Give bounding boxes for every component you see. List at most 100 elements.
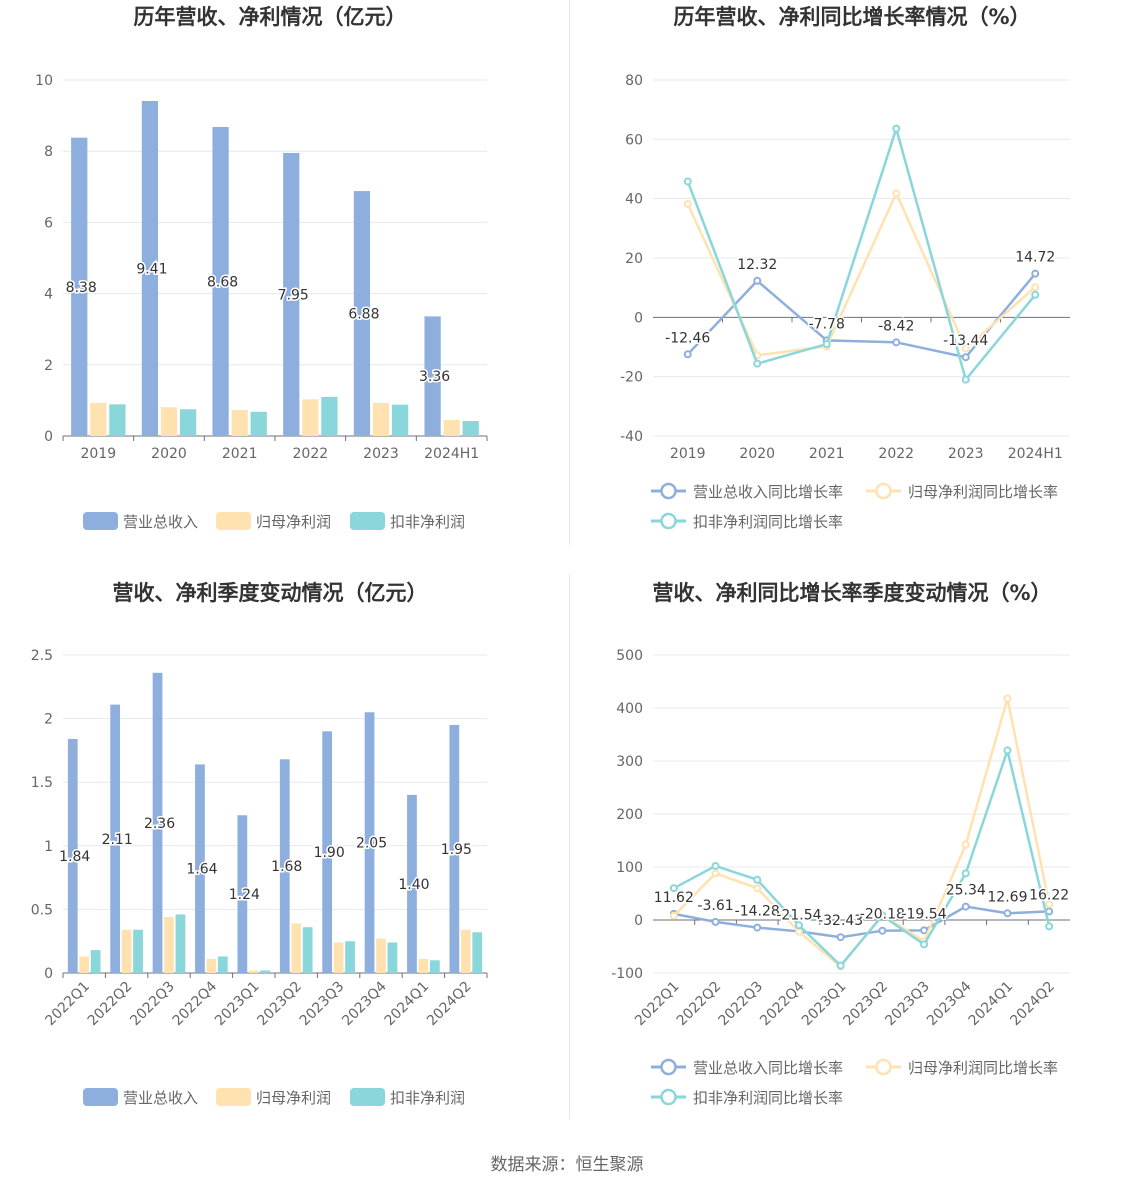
y-tick-label: 6 <box>44 215 53 231</box>
series-point <box>1031 290 1040 299</box>
series-line <box>673 745 1051 968</box>
series-point <box>961 353 970 362</box>
series-line <box>673 905 1050 939</box>
legend-marker <box>660 1088 677 1106</box>
series-point <box>822 340 831 349</box>
series-point <box>1003 694 1012 703</box>
legend-item: 营业总收入 <box>83 512 198 531</box>
series-point <box>753 923 762 932</box>
bar <box>460 929 471 973</box>
series-point <box>892 189 901 198</box>
data-label: -14.28 <box>735 904 780 920</box>
x-tick-label: 2022Q4 <box>170 978 221 1029</box>
series-point <box>961 869 970 878</box>
bar <box>376 938 386 973</box>
x-tick-label: 2019 <box>81 446 117 462</box>
legend-item: 归母净利润 <box>216 1088 331 1107</box>
annual-amount-panel: 历年营收、净利情况（亿元） 0 2 4 6 8 10 2019 2020 2021 2022 2023… <box>0 0 568 548</box>
bar <box>110 704 121 973</box>
series-point <box>711 861 720 870</box>
series-point <box>753 884 762 893</box>
x-tick-label: 2023Q4 <box>339 978 390 1029</box>
legend-marker <box>660 482 677 500</box>
data-label: -21.54 <box>776 907 821 923</box>
quarterly-growth-chart: 营收、净利同比增长率季度变动情况（%） -100 0 100 200 300 400 500 2… <box>611 581 1070 1107</box>
chart-title: 历年营收、净利同比增长率情况（%） <box>673 5 1030 29</box>
y-tick-label: 1.5 <box>31 775 53 791</box>
y-tick-label: 1 <box>44 839 53 855</box>
y-tick-label: 0 <box>634 913 643 929</box>
data-label: -3.61 <box>697 898 733 914</box>
bar <box>449 724 460 973</box>
bar <box>462 421 479 436</box>
bar <box>345 941 355 973</box>
data-label: -8.42 <box>878 318 914 334</box>
data-label: 12.32 <box>737 257 777 273</box>
bar <box>141 101 159 436</box>
chart-title: 营收、净利季度变动情况（亿元） <box>113 581 428 605</box>
bar <box>472 932 483 973</box>
data-label: 1.40 <box>398 877 429 893</box>
series-point <box>878 911 887 920</box>
x-tick-label: 2023Q3 <box>297 979 348 1030</box>
bar <box>206 959 217 973</box>
legend-marker <box>660 512 677 530</box>
x-tick-label: 2023 <box>948 446 984 462</box>
series-point <box>683 200 692 209</box>
bar <box>195 764 205 973</box>
series-point <box>961 840 970 849</box>
top-divider <box>569 0 570 545</box>
series-point <box>683 177 692 186</box>
x-tick-label: 2023Q4 <box>924 978 975 1029</box>
x-tick-label: 2022Q3 <box>127 979 178 1030</box>
bar <box>212 126 229 436</box>
legend-item: 营业总收入同比增长率 <box>651 1058 843 1077</box>
series-point <box>669 911 678 920</box>
y-tick-label: 60 <box>625 132 643 148</box>
series-point <box>794 921 803 930</box>
bar <box>291 923 302 973</box>
data-label: 8.68 <box>207 274 238 290</box>
y-tick-label: 0.5 <box>31 902 53 918</box>
series-point <box>920 940 929 949</box>
legend-item: 归母净利润 <box>216 512 331 531</box>
series-point <box>836 933 845 942</box>
bar <box>179 409 197 436</box>
y-tick-label: 0 <box>44 429 53 445</box>
x-tick-label: 2024Q2 <box>1007 979 1058 1030</box>
y-tick-label: 500 <box>616 648 643 664</box>
x-tick-label: 2022Q4 <box>757 978 808 1029</box>
bar <box>164 917 174 973</box>
series-point <box>753 276 762 285</box>
bar <box>302 399 319 436</box>
legend-label: 营业总收入同比增长率 <box>693 483 843 501</box>
x-tick-label: 2020 <box>151 446 187 462</box>
series-point <box>920 926 929 935</box>
series-point <box>836 961 845 970</box>
series-point <box>961 902 970 911</box>
legend-swatch <box>216 1088 251 1106</box>
y-tick-label: 2 <box>44 712 53 728</box>
data-label: 6.88 <box>348 307 379 323</box>
bar <box>248 970 259 973</box>
series-point <box>1045 900 1054 909</box>
legend-item: 营业总收入同比增长率 <box>651 482 843 501</box>
y-tick-label: 2.5 <box>31 648 53 664</box>
y-tick-label: 0 <box>44 966 53 982</box>
series-point <box>892 124 901 133</box>
y-tick-label: 10 <box>35 73 53 89</box>
series-point <box>711 869 720 878</box>
bar <box>71 137 88 436</box>
x-tick-label: 2022Q2 <box>674 979 725 1030</box>
data-label: 3.36 <box>419 369 450 385</box>
bar <box>353 191 371 436</box>
data-label: -19.54 <box>901 906 946 922</box>
legend-label: 扣非净利润同比增长率 <box>693 513 843 531</box>
data-label: 2.36 <box>144 816 175 832</box>
x-tick-label: 2020 <box>739 446 775 462</box>
series-point <box>753 359 762 368</box>
x-tick-label: 2023Q1 <box>799 979 850 1030</box>
data-label: 25.34 <box>946 883 986 899</box>
bar <box>387 942 398 973</box>
legend-item: 扣非净利润同比增长率 <box>651 1088 843 1107</box>
